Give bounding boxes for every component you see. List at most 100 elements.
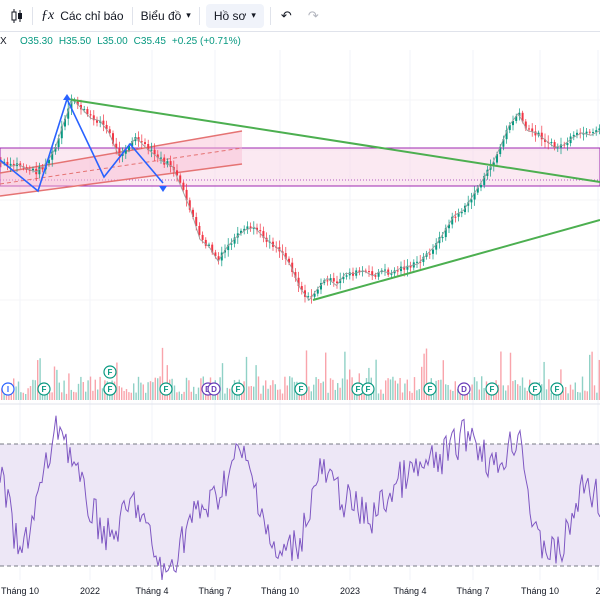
candle-body xyxy=(83,109,86,111)
event-marker-d[interactable]: D xyxy=(207,382,221,396)
candle-body xyxy=(188,200,191,210)
candle-body xyxy=(451,216,454,225)
event-marker-i[interactable]: I xyxy=(1,382,15,396)
svg-text:F: F xyxy=(428,385,433,394)
svg-text:F: F xyxy=(164,385,169,394)
volume-bar xyxy=(185,377,188,400)
candle-body xyxy=(499,146,502,155)
candle-body xyxy=(502,139,505,147)
volume-bar xyxy=(473,377,476,400)
volume-bar xyxy=(63,380,65,400)
candle-body xyxy=(313,293,316,297)
time-axis-label: Tháng 7 xyxy=(456,586,489,596)
channel-lower-line[interactable] xyxy=(0,163,243,197)
price-line xyxy=(0,98,600,301)
volume-bar xyxy=(413,377,416,400)
volume-bar xyxy=(75,392,77,400)
event-marker-f[interactable]: F xyxy=(485,382,499,396)
volume-bar xyxy=(375,359,377,400)
candle-body xyxy=(140,141,143,143)
volume-bar xyxy=(550,392,552,400)
volume-bars xyxy=(1,347,600,400)
volume-bar xyxy=(541,384,543,400)
channel-fill xyxy=(0,131,242,196)
volume-bar xyxy=(380,389,382,400)
candle-body xyxy=(374,275,377,277)
volume-bar xyxy=(387,378,389,400)
event-marker-f[interactable]: F xyxy=(159,382,173,396)
volume-bar xyxy=(502,385,504,400)
volume-bar xyxy=(58,382,60,400)
chart-menu-button[interactable]: Biểu đồ ▾ xyxy=(133,0,199,32)
event-marker-f[interactable]: F xyxy=(294,382,308,396)
event-marker-f[interactable]: F xyxy=(423,382,437,396)
zigzag-pattern[interactable] xyxy=(0,96,164,193)
volume-bar xyxy=(147,382,149,400)
candle-body xyxy=(115,143,118,149)
volume-bar xyxy=(497,384,500,400)
volume-bar xyxy=(274,384,276,400)
candle-body xyxy=(505,130,508,140)
volume-bar xyxy=(286,385,288,400)
volume-bar xyxy=(334,389,336,400)
volume-bar xyxy=(255,365,257,400)
chart-type-button[interactable] xyxy=(0,0,32,32)
candle-body xyxy=(588,131,591,133)
candle-body xyxy=(64,118,66,127)
candle-body xyxy=(304,290,306,297)
volume-bar xyxy=(478,389,480,400)
event-marker-d[interactable]: D xyxy=(457,382,471,396)
candle-body xyxy=(556,147,559,149)
profile-menu-button[interactable]: Hồ sơ ▾ xyxy=(205,3,264,28)
event-marker-f[interactable]: F xyxy=(103,382,117,396)
candle-body xyxy=(512,120,514,126)
candle-body xyxy=(572,134,575,137)
volume-bar xyxy=(70,389,72,400)
toolbar-divider xyxy=(269,6,271,25)
candle-body xyxy=(585,131,588,134)
event-marker-f[interactable]: F xyxy=(37,382,51,396)
event-marker-f[interactable]: F xyxy=(231,382,245,396)
event-marker-f[interactable]: F xyxy=(528,382,542,396)
svg-text:D: D xyxy=(461,385,467,394)
candle-body xyxy=(144,142,146,144)
volume-bar xyxy=(123,391,125,400)
volume-bar xyxy=(37,360,39,400)
time-axis-label: 2023 xyxy=(340,586,360,596)
redo-button[interactable]: ↷ xyxy=(302,0,325,32)
function-fx-icon: ƒx xyxy=(41,7,55,23)
candle-body xyxy=(329,278,332,282)
time-axis-label: 2 xyxy=(595,586,600,596)
indicators-button[interactable]: ƒx Các chỉ báo xyxy=(33,0,132,32)
candle-body xyxy=(76,100,79,106)
volume-bar xyxy=(231,388,233,400)
candle-body xyxy=(300,286,303,291)
candle-body xyxy=(166,161,169,165)
candle-body xyxy=(102,120,105,125)
candle-body xyxy=(67,108,70,119)
svg-text:D: D xyxy=(211,385,217,394)
event-marker-f[interactable]: F xyxy=(550,382,564,396)
event-marker-f[interactable]: F xyxy=(361,382,375,396)
descending-trendline[interactable] xyxy=(66,98,600,183)
event-marker-f[interactable]: F xyxy=(103,365,117,379)
candle-body xyxy=(185,189,188,201)
chevron-down-icon: ▾ xyxy=(186,10,191,20)
volume-bar xyxy=(197,387,200,400)
indicators-label: Các chỉ báo xyxy=(60,8,124,23)
volume-bar xyxy=(469,392,471,400)
candle-body xyxy=(428,253,431,255)
candle-body xyxy=(156,154,159,158)
volume-bar xyxy=(533,391,536,400)
ascending-trendline[interactable] xyxy=(312,219,600,301)
volume-bar xyxy=(481,376,483,400)
undo-button[interactable]: ↶ xyxy=(271,0,302,32)
time-axis-label: Tháng 4 xyxy=(135,586,168,596)
volume-bar xyxy=(188,380,190,400)
candle-body xyxy=(566,143,569,146)
volume-bar xyxy=(593,385,596,400)
volume-bar xyxy=(20,392,22,400)
volume-bar xyxy=(337,383,339,400)
volume-bar xyxy=(349,369,351,400)
